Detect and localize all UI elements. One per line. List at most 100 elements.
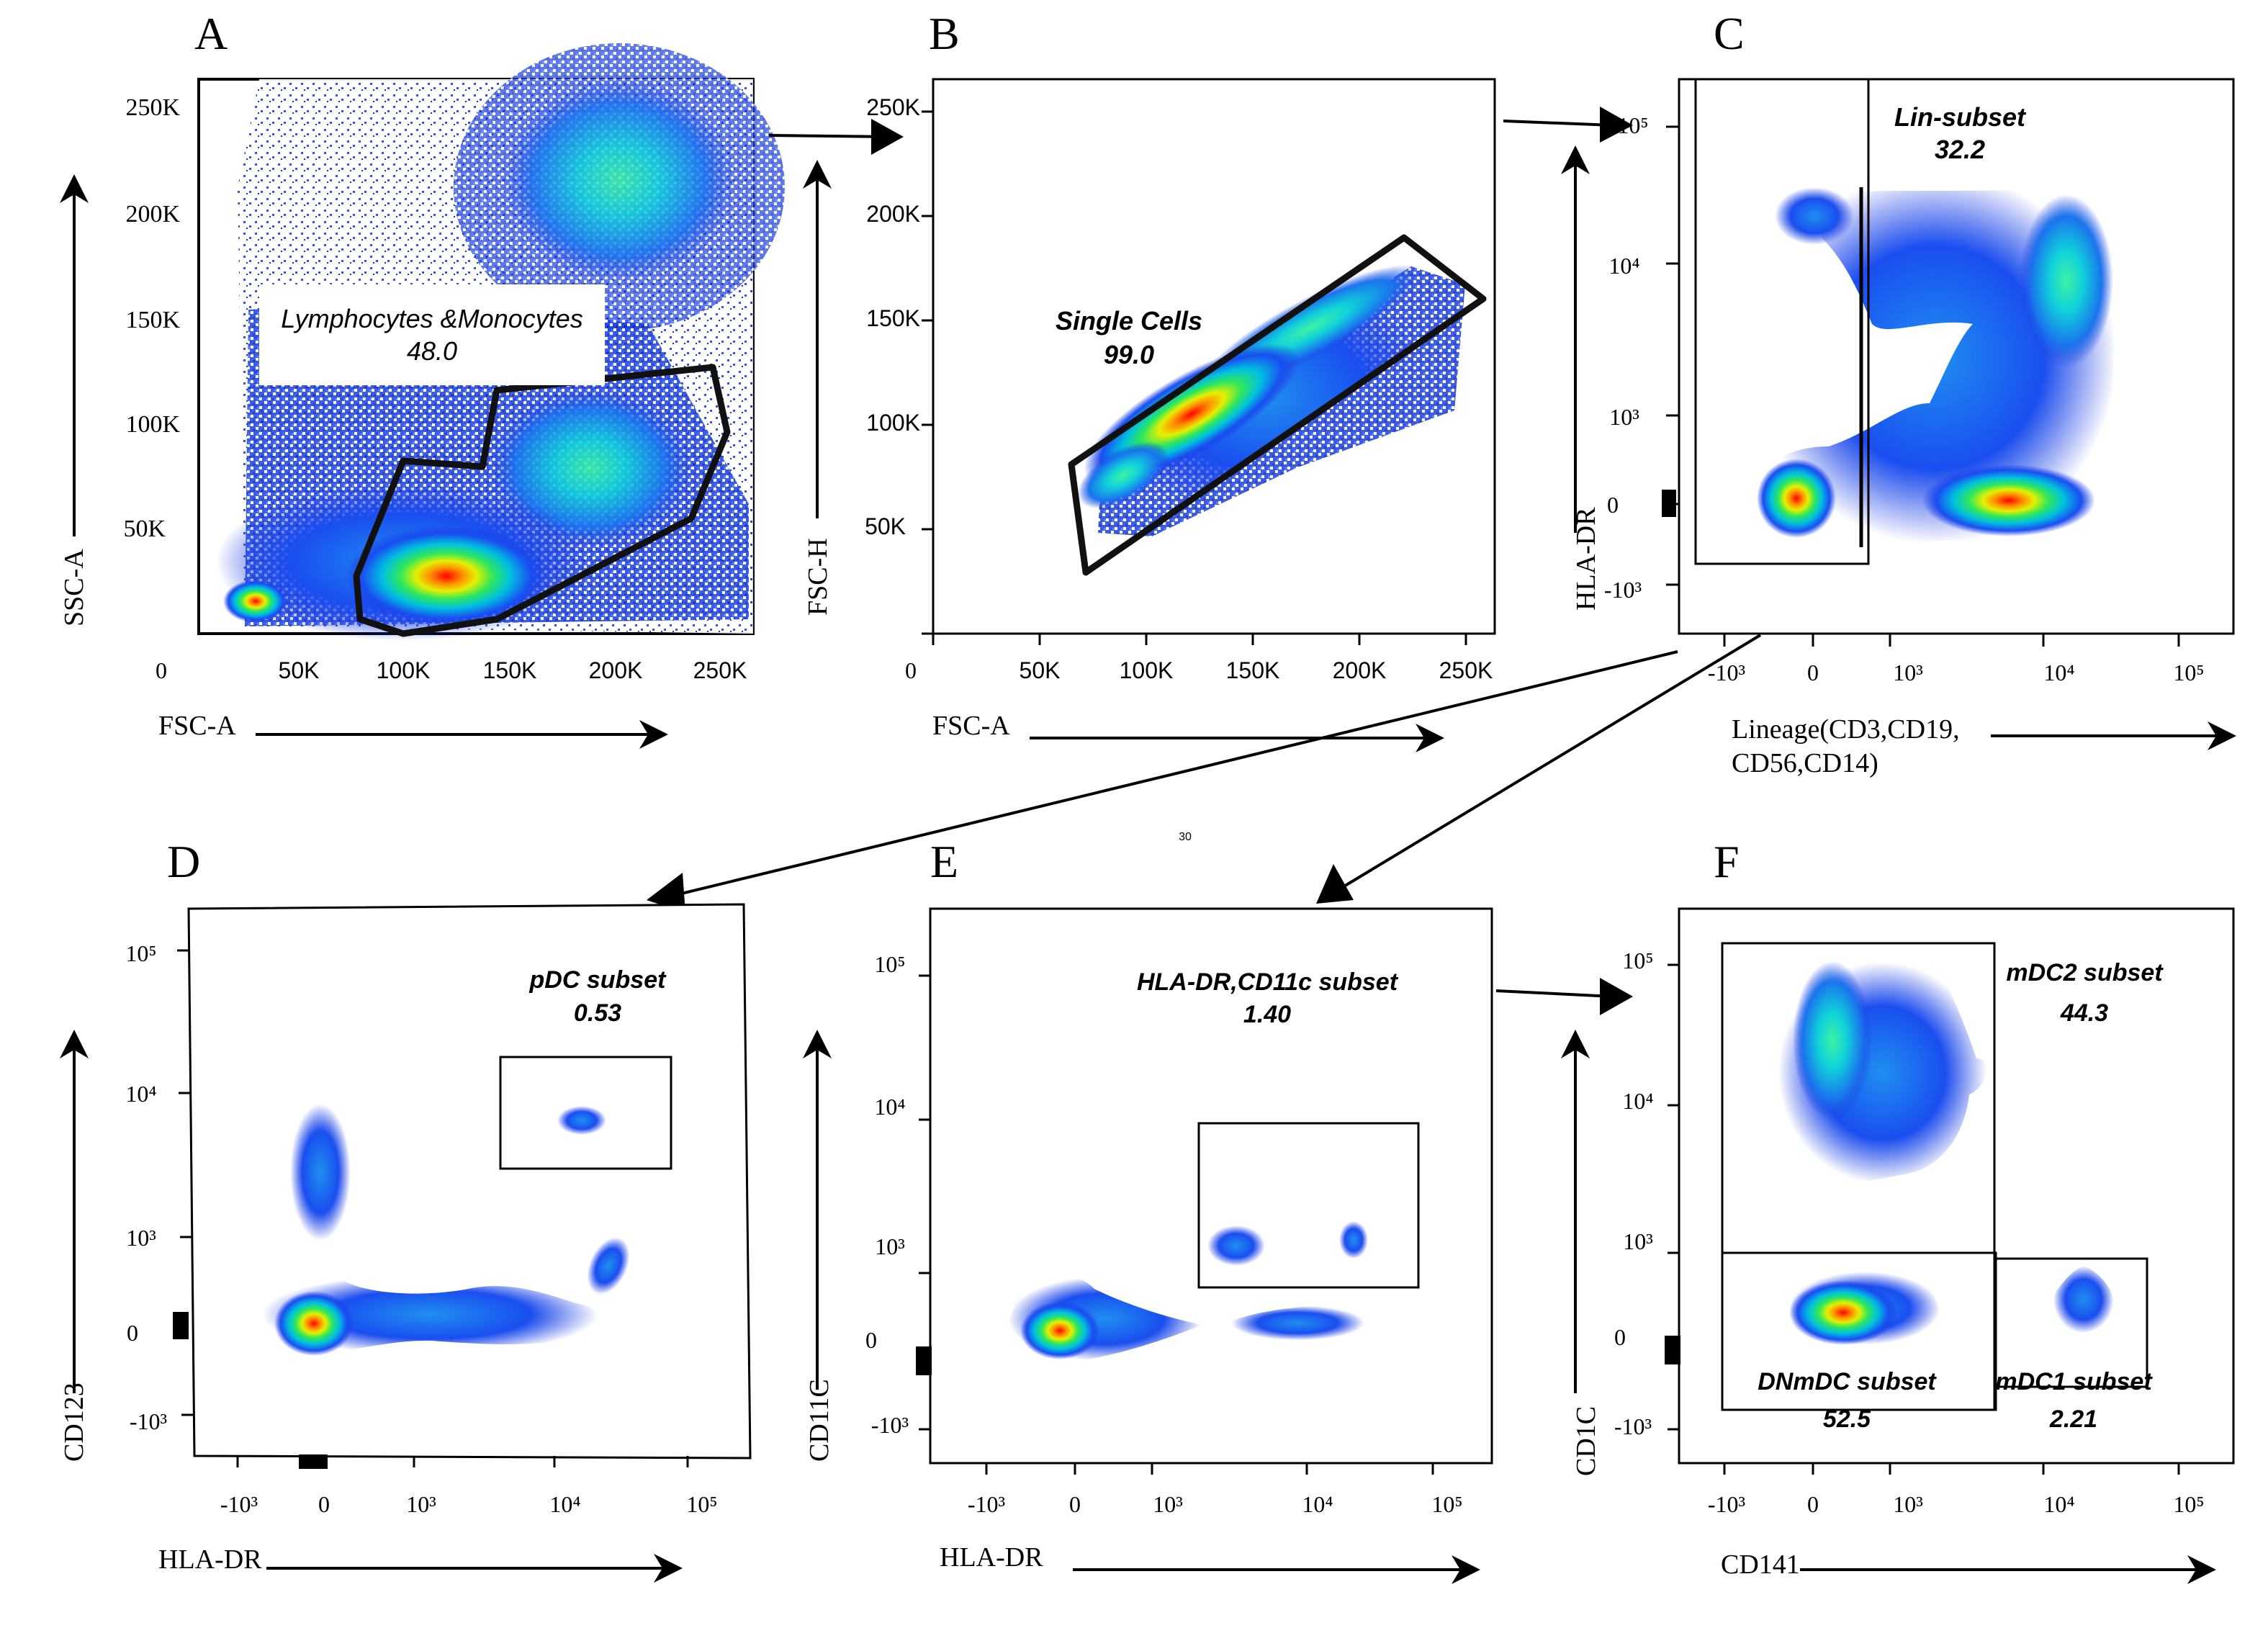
x-tick-label: 150K: [483, 657, 537, 683]
density-plot-d: [261, 1104, 630, 1356]
x-axis-label-b: FSC-A: [932, 711, 1010, 741]
gate-label-e: HLA-DR,CD11c subset: [1137, 968, 1399, 996]
gate-mdc1-subset[interactable]: [1994, 1257, 2148, 1388]
y-ticks-f: 10⁵ 10⁴ 10³ 0 -10³: [1614, 948, 1654, 1439]
x-tick-marks-c: [1723, 634, 2180, 647]
arrow-e-to-f: [1495, 989, 1614, 998]
gate-value-mdc1: 2.21: [2049, 1406, 2097, 1433]
density-plot-f: [1778, 961, 2114, 1345]
y-minor-ticks-e: [916, 1346, 932, 1375]
gate-lymphocytes-monocytes[interactable]: [353, 364, 731, 637]
x-tick-label: 10⁴: [2043, 660, 2074, 685]
panel-f: F mDC2 subset 44.3 DNmDC subset 52.5 mDC…: [1561, 836, 2235, 1584]
y-minor-ticks-c: [1662, 490, 1676, 517]
x-tick-label: 0: [1807, 660, 1819, 685]
panel-a: A Lymphocytes &Monocytes 48.0 250K 200K …: [59, 8, 785, 749]
gate-lin-subset[interactable]: [1694, 78, 1870, 565]
y-ticks-b: 250K 200K 150K 100K 50K: [865, 94, 920, 539]
y-tick-label: 10⁴: [874, 1094, 905, 1120]
x-tick-marks-b: [932, 634, 1467, 645]
y-axis-label-a: SSC-A: [59, 549, 89, 626]
y-tick-label: 200K: [866, 201, 920, 227]
y-tick-label: -10³: [130, 1408, 167, 1434]
gate-label-dnmdc: DNmDC subset: [1758, 1368, 1937, 1395]
gate-value-a: 48.0: [407, 336, 457, 366]
x-tick-label: 0: [318, 1491, 330, 1517]
x-tick-label: 150K: [1226, 657, 1280, 683]
gate-value-c: 32.2: [1935, 135, 1985, 164]
y-tick-label: -10³: [871, 1412, 909, 1438]
x-tick-label: 10⁵: [2173, 660, 2204, 685]
y-tick-label: 100K: [125, 411, 180, 438]
panel-letter-c: C: [1714, 8, 1745, 59]
panel-b: B Single Cells 99.0 2: [803, 8, 1496, 752]
density-plot-e: [1008, 1221, 1368, 1362]
x-axis-label-d: HLA-DR: [158, 1544, 262, 1575]
gate-label-mdc2: mDC2 subset: [2006, 959, 2164, 986]
density-plot-c: [1753, 171, 2117, 544]
gate-hla-dr-cd11c-subset[interactable]: [1197, 1122, 1420, 1289]
gate-value-e: 1.40: [1243, 1001, 1291, 1028]
x-tick-label: 10⁴: [549, 1491, 580, 1517]
arrow-c-to-d: [669, 650, 1678, 898]
y-tick-label: 50K: [865, 513, 906, 539]
gate-pdc-subset[interactable]: [499, 1056, 672, 1170]
y-tick-label: 0: [127, 1320, 138, 1346]
arrow-c-to-e: [1334, 634, 1762, 893]
gate-label-a: Lymphocytes &Monocytes: [281, 304, 583, 333]
arrow-c-to-d-head: [647, 873, 685, 913]
y-tick-label: -10³: [1604, 577, 1642, 603]
panel-e: E HLA-DR,CD11c subset 1.40 10⁵ 10⁴ 10³ 0…: [803, 836, 1493, 1584]
plot-frame-e: [929, 907, 1493, 1465]
y-tick-label: 0: [865, 1327, 877, 1353]
gate-single-cells[interactable]: [1068, 234, 1487, 576]
panel-d: D pDC subset 0.53 10⁵ 10⁴ 10³ 0 -10³: [59, 836, 752, 1583]
y-axis-label-b: FSC-H: [803, 538, 833, 616]
x-tick-label: 250K: [693, 657, 747, 683]
x-tick-label: 10⁴: [2043, 1491, 2074, 1517]
y-tick-label: 10⁴: [1622, 1088, 1653, 1114]
y-axis-label-f: CD1C: [1571, 1406, 1601, 1476]
panel-c: C Lin-subset 32.2 10⁵ 10⁴ 10³ 0 -10³: [1561, 8, 2236, 778]
panel-letter-e: E: [930, 836, 958, 887]
gate-value-b: 99.0: [1104, 340, 1154, 369]
y-tick-label: 10⁵: [1617, 112, 1648, 138]
density-plot-b: [1077, 264, 1465, 536]
x-tick-label: -10³: [1708, 1491, 1745, 1517]
y-tick-label: 150K: [125, 307, 180, 333]
x-tick-label: 200K: [589, 657, 643, 683]
arrow-c-to-e-head: [1316, 864, 1354, 904]
x-tick-label: 200K: [1333, 657, 1387, 683]
gate-label-b: Single Cells: [1056, 306, 1202, 336]
y-tick-label: 10³: [1609, 404, 1639, 430]
y-ticks-c: 10⁵ 10⁴ 10³ 0 -10³: [1604, 112, 1649, 603]
x-tick-label: 10⁴: [1302, 1491, 1333, 1517]
y-tick-label: 10³: [126, 1225, 156, 1251]
x-tick-label: 100K: [1120, 657, 1174, 683]
y-tick-label: 100K: [866, 410, 920, 436]
y-tick-marks-e: [919, 974, 930, 1431]
gate-label-d: pDC subset: [529, 966, 667, 994]
arrow-b-to-c: [1503, 120, 1614, 127]
x-tick-label: -10³: [968, 1491, 1005, 1517]
x-axis-label-a: FSC-A: [158, 711, 236, 741]
x-ticks-e: -10³ 0 10³ 10⁴ 10⁵: [968, 1491, 1463, 1517]
y-tick-label: 150K: [866, 305, 920, 331]
y-axis-label-d: CD123: [59, 1382, 89, 1462]
y-tick-label: 250K: [866, 94, 920, 120]
x-tick-label: 0: [1069, 1491, 1081, 1517]
arrow-a-to-b-head: [871, 119, 904, 155]
y-tick-label: 10⁵: [1622, 948, 1653, 973]
x-tick-label: 10³: [1153, 1491, 1183, 1517]
gate-value-dnmdc: 52.5: [1823, 1406, 1871, 1433]
y-ticks-e: 10⁵ 10⁴ 10³ 0 -10³: [865, 951, 909, 1438]
gate-label-c: Lin-subset: [1894, 102, 2027, 132]
panel-letter-b: B: [929, 8, 960, 59]
x-tick-label: 0: [1807, 1491, 1819, 1517]
y-ticks-a: 250K 200K 150K 100K 50K: [123, 94, 180, 542]
x-tick-marks-e: [985, 1463, 1434, 1475]
arrow-b-to-c-head: [1600, 107, 1633, 143]
x-tick-label: 10³: [1893, 1491, 1923, 1517]
page-number: 30: [1179, 831, 1192, 843]
x-tick-label: -10³: [220, 1491, 258, 1517]
